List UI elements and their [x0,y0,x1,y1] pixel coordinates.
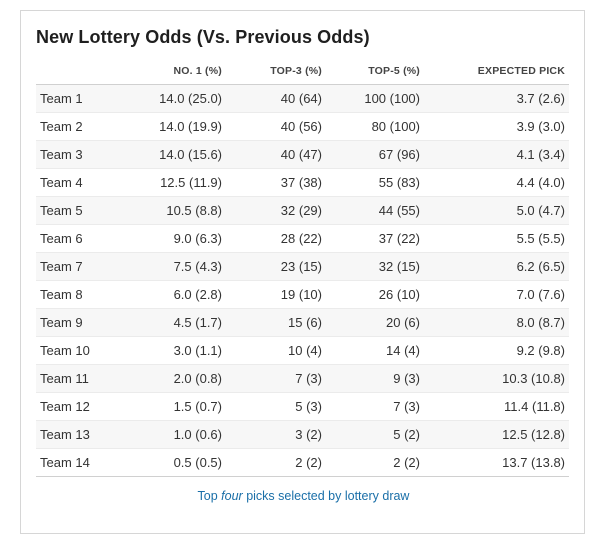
no1-odds-cell: 0.5 (0.5) [116,448,226,477]
top5-odds-cell: 80 (100) [326,112,424,141]
expected-pick-cell: 13.7 (13.8) [424,448,569,477]
table-row: Team 14 0.5 (0.5) 2 (2) 2 (2) 13.7 (13.8) [36,448,569,477]
expected-pick-cell: 5.0 (4.7) [424,196,569,225]
expected-pick-cell: 6.2 (6.5) [424,252,569,281]
no1-odds-cell: 4.5 (1.7) [116,308,226,337]
table-row: Team 2 14.0 (19.9) 40 (56) 80 (100) 3.9 (3.0… [36,112,569,141]
expected-pick-cell: 4.4 (4.0) [424,168,569,197]
no1-odds-cell: 2.0 (0.8) [116,364,226,393]
team-name-cell: Team 6 [36,224,116,253]
odds-table: NO. 1 (%) TOP-3 (%) TOP-5 (%) EXPECTED P… [36,59,569,477]
team-name-cell: Team 14 [36,448,116,477]
team-name-cell: Team 8 [36,280,116,309]
footnote[interactable]: Top four picks selected by lottery draw [21,489,586,503]
footnote-after: picks selected by lottery draw [242,489,410,503]
top5-odds-cell: 32 (15) [326,252,424,281]
top3-odds-cell: 28 (22) [226,224,326,253]
team-name-cell: Team 10 [36,336,116,365]
team-name-cell: Team 12 [36,392,116,421]
expected-pick-cell: 9.2 (9.8) [424,336,569,365]
no1-odds-cell: 1.0 (0.6) [116,420,226,449]
table-row: Team 1 14.0 (25.0) 40 (64) 100 (100) 3.7 (2.… [36,84,569,113]
top3-odds-cell: 40 (64) [226,84,326,113]
team-name-cell: Team 9 [36,308,116,337]
top3-odds-cell: 23 (15) [226,252,326,281]
no1-odds-cell: 12.5 (11.9) [116,168,226,197]
expected-pick-cell: 3.9 (3.0) [424,112,569,141]
no1-odds-cell: 9.0 (6.3) [116,224,226,253]
header-no1: NO. 1 (%) [116,59,226,85]
expected-pick-cell: 8.0 (8.7) [424,308,569,337]
card-title: New Lottery Odds (Vs. Previous Odds) [36,27,370,47]
table-row: Team 9 4.5 (1.7) 15 (6) 20 (6) 8.0 (8.7) [36,308,569,337]
header-top5: TOP-5 (%) [326,59,424,85]
table-row: Team 6 9.0 (6.3) 28 (22) 37 (22) 5.5 (5.5) [36,224,569,253]
team-name-cell: Team 11 [36,364,116,393]
team-name-cell: Team 1 [36,84,116,113]
table-row: Team 10 3.0 (1.1) 10 (4) 14 (4) 9.2 (9.8) [36,336,569,365]
top5-odds-cell: 37 (22) [326,224,424,253]
top3-odds-cell: 15 (6) [226,308,326,337]
no1-odds-cell: 14.0 (15.6) [116,140,226,169]
top5-odds-cell: 7 (3) [326,392,424,421]
table-row: Team 11 2.0 (0.8) 7 (3) 9 (3) 10.3 (10.8) [36,364,569,393]
expected-pick-cell: 11.4 (11.8) [424,392,569,421]
team-name-cell: Team 13 [36,420,116,449]
footnote-before: Top [197,489,222,503]
top5-odds-cell: 100 (100) [326,84,424,113]
header-team [36,59,116,85]
table-row: Team 13 1.0 (0.6) 3 (2) 5 (2) 12.5 (12.8) [36,420,569,449]
odds-card: New Lottery Odds (Vs. Previous Odds) NO.… [20,10,585,534]
top3-odds-cell: 5 (3) [226,392,326,421]
top3-odds-cell: 32 (29) [226,196,326,225]
no1-odds-cell: 7.5 (4.3) [116,252,226,281]
top3-odds-cell: 40 (47) [226,140,326,169]
top3-odds-cell: 3 (2) [226,420,326,449]
expected-pick-cell: 3.7 (2.6) [424,84,569,113]
no1-odds-cell: 3.0 (1.1) [116,336,226,365]
top5-odds-cell: 2 (2) [326,448,424,477]
top3-odds-cell: 37 (38) [226,168,326,197]
top5-odds-cell: 14 (4) [326,336,424,365]
team-name-cell: Team 7 [36,252,116,281]
top5-odds-cell: 20 (6) [326,308,424,337]
no1-odds-cell: 14.0 (19.9) [116,112,226,141]
expected-pick-cell: 7.0 (7.6) [424,280,569,309]
team-name-cell: Team 4 [36,168,116,197]
no1-odds-cell: 1.5 (0.7) [116,392,226,421]
no1-odds-cell: 14.0 (25.0) [116,84,226,113]
header-expected-pick: EXPECTED PICK [424,59,569,85]
no1-odds-cell: 10.5 (8.8) [116,196,226,225]
table-row: Team 12 1.5 (0.7) 5 (3) 7 (3) 11.4 (11.8) [36,392,569,421]
team-name-cell: Team 2 [36,112,116,141]
team-name-cell: Team 5 [36,196,116,225]
top3-odds-cell: 19 (10) [226,280,326,309]
top3-odds-cell: 40 (56) [226,112,326,141]
expected-pick-cell: 5.5 (5.5) [424,224,569,253]
top5-odds-cell: 67 (96) [326,140,424,169]
top3-odds-cell: 2 (2) [226,448,326,477]
team-name-cell: Team 3 [36,140,116,169]
top5-odds-cell: 44 (55) [326,196,424,225]
table-row: Team 8 6.0 (2.8) 19 (10) 26 (10) 7.0 (7.6) [36,280,569,309]
top5-odds-cell: 5 (2) [326,420,424,449]
top3-odds-cell: 7 (3) [226,364,326,393]
expected-pick-cell: 4.1 (3.4) [424,140,569,169]
top5-odds-cell: 26 (10) [326,280,424,309]
table-row: Team 4 12.5 (11.9) 37 (38) 55 (83) 4.4 (4.0) [36,168,569,197]
top5-odds-cell: 55 (83) [326,168,424,197]
table-body: Team 1 14.0 (25.0) 40 (64) 100 (100) 3.7 (2.… [36,84,569,477]
table-row: Team 5 10.5 (8.8) 32 (29) 44 (55) 5.0 (4.7) [36,196,569,225]
table-row: Team 3 14.0 (15.6) 40 (47) 67 (96) 4.1 (3.4) [36,140,569,169]
table-header-row: NO. 1 (%) TOP-3 (%) TOP-5 (%) EXPECTED P… [36,59,569,85]
no1-odds-cell: 6.0 (2.8) [116,280,226,309]
footnote-emphasis: four [221,489,243,503]
expected-pick-cell: 10.3 (10.8) [424,364,569,393]
table-row: Team 7 7.5 (4.3) 23 (15) 32 (15) 6.2 (6.5) [36,252,569,281]
header-top3: TOP-3 (%) [226,59,326,85]
expected-pick-cell: 12.5 (12.8) [424,420,569,449]
top5-odds-cell: 9 (3) [326,364,424,393]
top3-odds-cell: 10 (4) [226,336,326,365]
